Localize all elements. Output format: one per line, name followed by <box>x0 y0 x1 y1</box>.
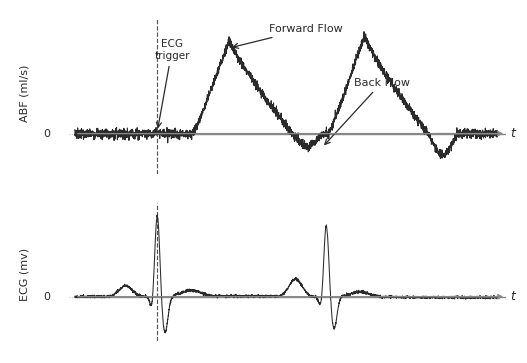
Text: ECG
trigger: ECG trigger <box>154 39 190 127</box>
Text: 0: 0 <box>43 129 51 139</box>
Text: t: t <box>510 290 515 303</box>
Text: ABF (ml/s): ABF (ml/s) <box>19 64 29 122</box>
Text: ECG (mv): ECG (mv) <box>19 248 29 301</box>
Text: t: t <box>510 127 515 140</box>
Text: Forward Flow: Forward Flow <box>233 24 343 48</box>
Text: Back Flow: Back Flow <box>325 78 410 144</box>
Text: 0: 0 <box>43 292 51 302</box>
